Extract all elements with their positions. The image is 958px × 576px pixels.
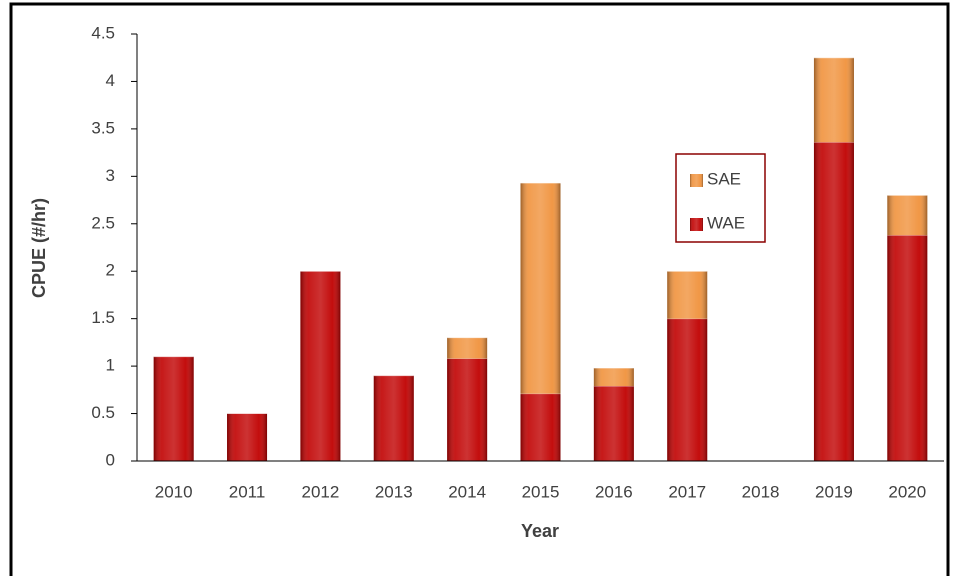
y-tick-label: 3.5 (91, 118, 115, 137)
x-tick-label: 2017 (668, 482, 706, 501)
y-tick-label: 4 (106, 71, 115, 90)
x-tick-label: 2012 (301, 482, 339, 501)
bar-shade (373, 375, 414, 461)
y-tick-label: 0.5 (91, 403, 115, 422)
bar-shade (667, 271, 708, 319)
bar-shade (447, 358, 488, 461)
bar-shade (667, 318, 708, 461)
legend-label: WAE (707, 213, 745, 232)
bar-shade (447, 337, 488, 359)
x-tick-label: 2016 (595, 482, 633, 501)
x-tick-label: 2013 (375, 482, 413, 501)
bar-shade (300, 271, 341, 461)
y-tick-label: 3 (106, 166, 115, 185)
y-tick-label: 1 (106, 356, 115, 375)
x-tick-label: 2011 (229, 482, 266, 501)
frame (9, 2, 950, 576)
bar-shade (887, 235, 928, 461)
legend-label: SAE (707, 169, 741, 188)
bar-shade (813, 142, 854, 461)
bar-shade (813, 57, 854, 143)
bar-shade (520, 393, 561, 461)
y-axis-title: CPUE (#/hr) (29, 198, 49, 298)
y-tick-label: 2.5 (91, 213, 115, 232)
bar-shade (593, 386, 634, 461)
x-tick-label: 2019 (815, 482, 853, 501)
legend-swatch-shade (690, 174, 703, 187)
x-tick-label: 2020 (888, 482, 926, 501)
x-tick-label: 2014 (448, 482, 486, 501)
x-axis-title: Year (521, 521, 559, 541)
y-tick-label: 2 (106, 261, 115, 280)
bar-shade (593, 368, 634, 387)
y-tick-label: 0 (106, 450, 115, 469)
y-tick-label: 4.5 (91, 23, 115, 42)
bar-shade (227, 413, 268, 461)
bar-shade (520, 182, 561, 394)
x-tick-label: 2010 (155, 482, 193, 501)
bar-shade (153, 356, 194, 461)
x-tick-label: 2018 (742, 482, 780, 501)
bar-shade (887, 195, 928, 236)
x-tick-label: 2015 (522, 482, 560, 501)
y-tick-label: 1.5 (91, 308, 115, 327)
legend-swatch-shade (690, 218, 703, 231)
